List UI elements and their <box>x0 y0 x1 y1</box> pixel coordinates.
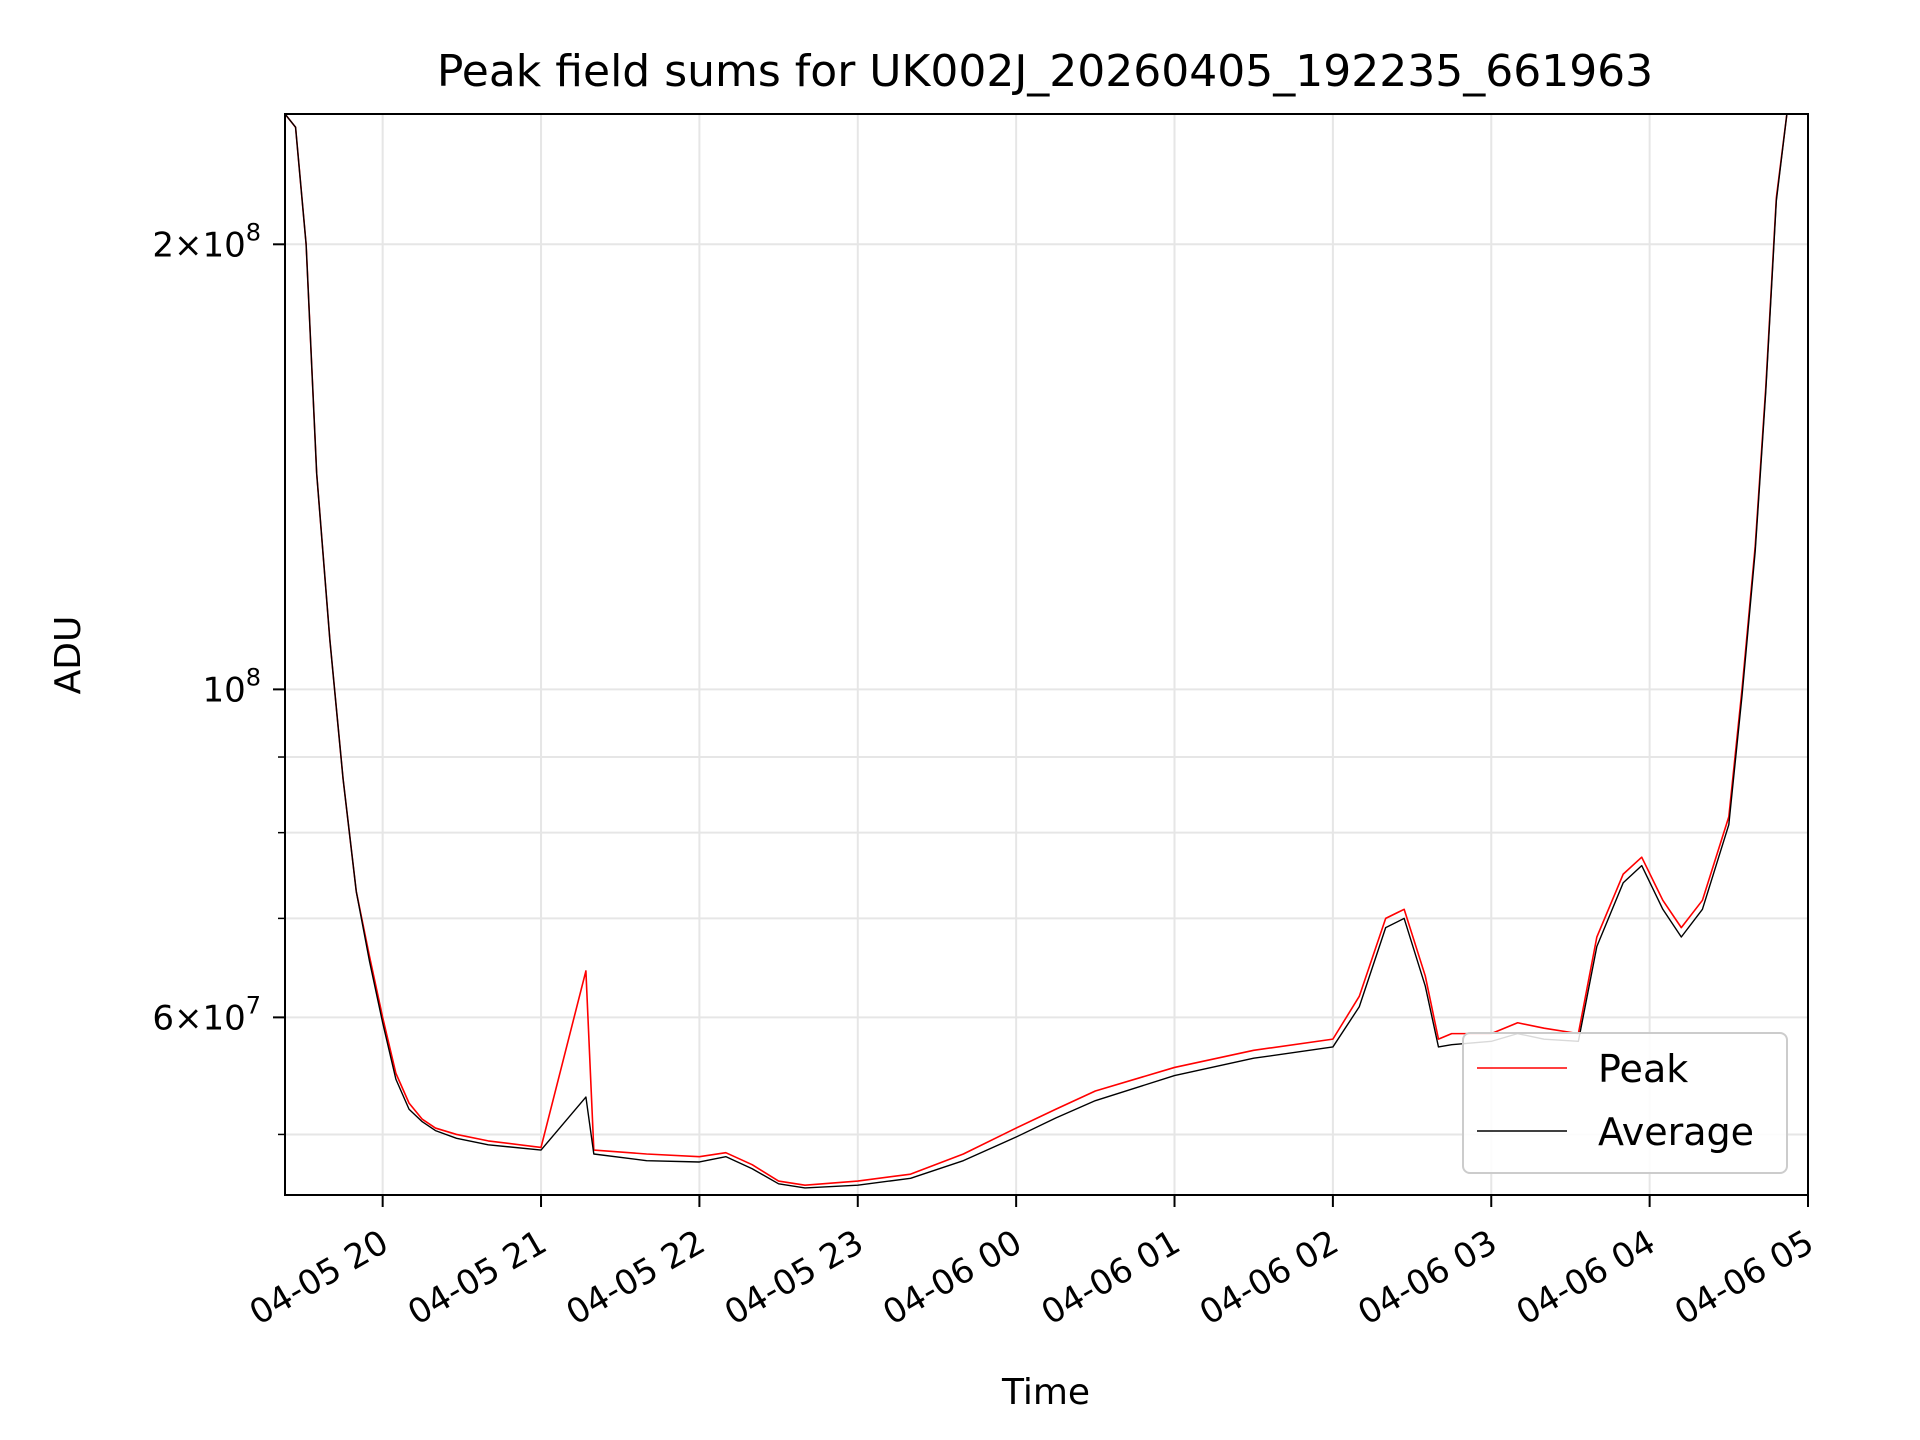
y-tick-label: 108 <box>202 663 261 710</box>
series-line-peak <box>285 114 1808 1186</box>
y-axis: 6×107 108 2×108 <box>152 218 285 1136</box>
x-axis-label: Time <box>1001 1372 1090 1413</box>
grid <box>285 114 1809 1195</box>
y-axis-label: ADU <box>48 616 89 695</box>
y-tick-label: 2×108 <box>152 218 261 265</box>
plot-frame <box>284 113 1809 1196</box>
series-group <box>285 114 1808 1189</box>
legend-label-average: Average <box>1598 1110 1754 1154</box>
legend-label-peak: Peak <box>1598 1047 1688 1091</box>
chart-title: Peak field sums for UK002J_20260405_1922… <box>437 46 1653 97</box>
series-line-average <box>285 114 1808 1189</box>
y-tick-label: 6×107 <box>152 991 261 1038</box>
legend: Peak Average <box>1462 1032 1788 1174</box>
